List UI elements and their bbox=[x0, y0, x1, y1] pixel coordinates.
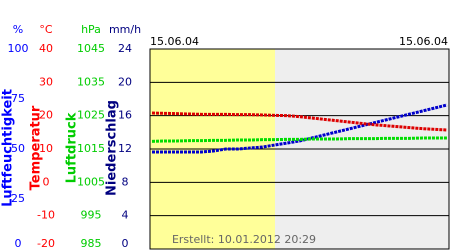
y-tick-label: 0 bbox=[15, 237, 22, 250]
y-tick-label: 1025 bbox=[77, 109, 105, 122]
y-tick-label: 25 bbox=[11, 192, 25, 205]
end-date: 15.06.04 bbox=[399, 35, 448, 48]
y-tick-label: -20 bbox=[37, 237, 55, 250]
y-tick-label: 8 bbox=[122, 175, 129, 188]
axis-unit: hPa bbox=[81, 23, 101, 36]
y-tick-label: 0 bbox=[43, 175, 50, 188]
y-tick-label: 1045 bbox=[77, 42, 105, 55]
y-tick-label: 50 bbox=[11, 142, 25, 155]
axis-title: Luftdruck bbox=[65, 112, 80, 183]
series-line bbox=[152, 103, 448, 154]
series-line bbox=[151, 136, 447, 143]
y-tick-label: 0 bbox=[122, 237, 129, 250]
y-tick-label: 1035 bbox=[77, 75, 105, 88]
y-tick-label: 4 bbox=[122, 209, 129, 222]
start-date: 15.06.04 bbox=[150, 35, 199, 48]
y-tick-label: 1015 bbox=[77, 142, 105, 155]
y-tick-label: 24 bbox=[118, 42, 132, 55]
y-tick-label: 995 bbox=[81, 209, 102, 222]
y-tick-label: 985 bbox=[81, 237, 102, 250]
plot-border bbox=[149, 48, 450, 250]
axis-title: Luftfeuchtigkeit bbox=[1, 89, 16, 207]
y-tick-label: 16 bbox=[118, 109, 132, 122]
axis-unit: °C bbox=[39, 23, 53, 36]
y-tick-label: 1005 bbox=[77, 175, 105, 188]
footer: Erstellt: 10.01.2012 20:29 bbox=[172, 233, 316, 246]
axis-unit: mm/h bbox=[109, 23, 141, 36]
axis-unit: % bbox=[13, 23, 23, 36]
y-tick-label: 100 bbox=[8, 42, 29, 55]
series-line bbox=[151, 111, 448, 132]
y-tick-label: -10 bbox=[37, 209, 55, 222]
y-tick-label: 30 bbox=[39, 75, 53, 88]
axis-title: Temperatur bbox=[29, 105, 44, 190]
y-tick-label: 20 bbox=[118, 75, 132, 88]
y-tick-label: 40 bbox=[39, 42, 53, 55]
y-tick-label: 10 bbox=[39, 142, 53, 155]
y-tick-label: 12 bbox=[118, 142, 132, 155]
axis-title: Niederschlag bbox=[105, 100, 120, 196]
y-tick-label: 20 bbox=[39, 109, 53, 122]
y-tick-label: 75 bbox=[11, 92, 25, 105]
